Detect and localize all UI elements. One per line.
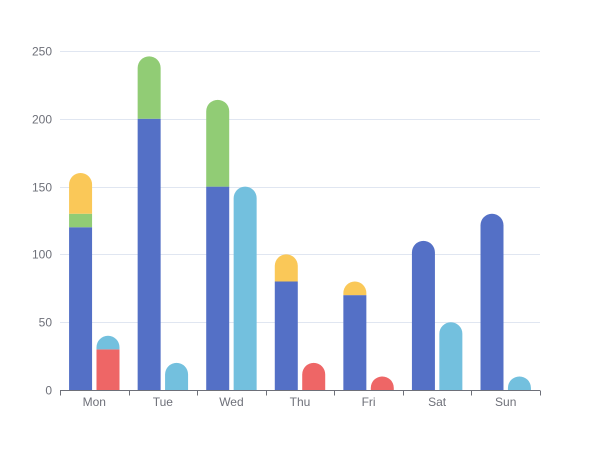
bar-wed-segment[interactable] bbox=[206, 99, 230, 187]
bar-sat-segment[interactable] bbox=[411, 240, 435, 390]
bar-thu-segment[interactable] bbox=[302, 362, 326, 390]
bar-mon-segment[interactable] bbox=[69, 173, 93, 214]
x-category-label: Wed bbox=[219, 395, 243, 409]
bar-tue-segment[interactable] bbox=[137, 118, 161, 391]
bar-sun-segment[interactable] bbox=[507, 376, 531, 390]
x-axis-labels: Mon Tue Wed Thu Fri Sat Sun bbox=[83, 395, 517, 409]
bar-sat-segment[interactable] bbox=[439, 322, 463, 390]
bar-wed-segment[interactable] bbox=[233, 186, 257, 390]
x-category-label: Fri bbox=[362, 395, 376, 409]
y-tick-label: 200 bbox=[32, 113, 52, 127]
bars bbox=[69, 56, 531, 391]
bar-mon-segment[interactable] bbox=[69, 227, 93, 390]
y-tick-label: 50 bbox=[39, 316, 53, 330]
bar-fri-segment[interactable] bbox=[343, 281, 367, 296]
bar-tue-segment[interactable] bbox=[165, 362, 189, 390]
bar-fri-segment[interactable] bbox=[370, 376, 394, 390]
bar-wed-segment[interactable] bbox=[206, 186, 230, 390]
bar-thu-segment[interactable] bbox=[274, 254, 298, 282]
bar-mon-segment[interactable] bbox=[96, 349, 120, 390]
bar-sun-segment[interactable] bbox=[480, 213, 504, 390]
y-tick-label: 150 bbox=[32, 181, 52, 195]
bar-mon-segment[interactable] bbox=[96, 335, 120, 350]
bar-fri-segment[interactable] bbox=[343, 295, 367, 390]
grid-lines bbox=[60, 51, 540, 323]
x-category-label: Mon bbox=[83, 395, 106, 409]
x-category-label: Sat bbox=[428, 395, 447, 409]
y-tick-label: 0 bbox=[45, 384, 52, 398]
bar-tue-segment[interactable] bbox=[137, 56, 161, 119]
x-category-label: Sun bbox=[495, 395, 516, 409]
y-axis-ticks: 0 50 100 150 200 250 bbox=[32, 45, 52, 398]
y-tick-label: 250 bbox=[32, 45, 52, 59]
x-category-label: Thu bbox=[290, 395, 311, 409]
bar-thu-segment[interactable] bbox=[274, 281, 298, 390]
x-axis bbox=[60, 390, 541, 396]
bar-mon-segment[interactable] bbox=[69, 213, 93, 228]
y-tick-label: 100 bbox=[32, 248, 52, 262]
x-category-label: Tue bbox=[153, 395, 174, 409]
